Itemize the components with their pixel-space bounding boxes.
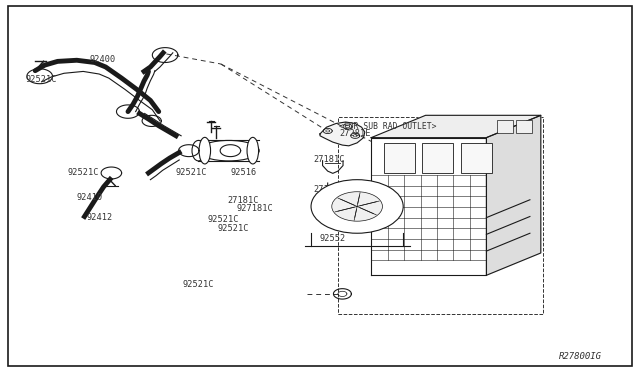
Text: 27181C: 27181C: [314, 208, 345, 217]
Ellipse shape: [198, 141, 259, 161]
Ellipse shape: [311, 180, 403, 233]
Text: 92410: 92410: [77, 193, 103, 202]
Text: R27800IG: R27800IG: [559, 352, 602, 361]
Text: <FOR SUB RAD OUTLET>: <FOR SUB RAD OUTLET>: [339, 122, 436, 131]
Bar: [384, 143, 415, 173]
Polygon shape: [320, 122, 365, 146]
FancyArrowPatch shape: [338, 207, 355, 211]
Bar: [516, 120, 532, 133]
Ellipse shape: [247, 137, 259, 164]
Ellipse shape: [332, 192, 383, 221]
FancyArrowPatch shape: [360, 208, 374, 214]
Text: 92521C: 92521C: [176, 169, 207, 177]
Bar: [338, 117, 543, 314]
Text: 92400: 92400: [90, 55, 116, 64]
FancyArrowPatch shape: [360, 202, 376, 206]
FancyArrowPatch shape: [340, 199, 355, 205]
Text: 27181C: 27181C: [314, 185, 345, 194]
Text: 27281E: 27281E: [339, 129, 371, 138]
Text: 927181C: 927181C: [237, 204, 273, 213]
Text: 92521C: 92521C: [26, 76, 57, 84]
Bar: [461, 143, 492, 173]
Text: 92552: 92552: [320, 234, 346, 243]
Text: 92516: 92516: [230, 169, 257, 177]
Ellipse shape: [192, 141, 205, 161]
Polygon shape: [371, 138, 486, 275]
Text: 92412: 92412: [86, 213, 113, 222]
Polygon shape: [371, 115, 541, 138]
Bar: [497, 120, 513, 133]
Text: 92521C: 92521C: [208, 215, 239, 224]
Text: 27181C: 27181C: [314, 155, 345, 164]
Text: 27181C: 27181C: [227, 196, 259, 205]
Bar: [422, 143, 453, 173]
Bar: [198, 141, 259, 161]
Text: 92521C: 92521C: [67, 169, 99, 177]
FancyArrowPatch shape: [355, 209, 356, 218]
Ellipse shape: [199, 137, 211, 164]
Text: 92521C: 92521C: [218, 224, 249, 233]
Text: 92521C: 92521C: [182, 280, 214, 289]
FancyArrowPatch shape: [358, 195, 360, 204]
Polygon shape: [486, 115, 541, 275]
